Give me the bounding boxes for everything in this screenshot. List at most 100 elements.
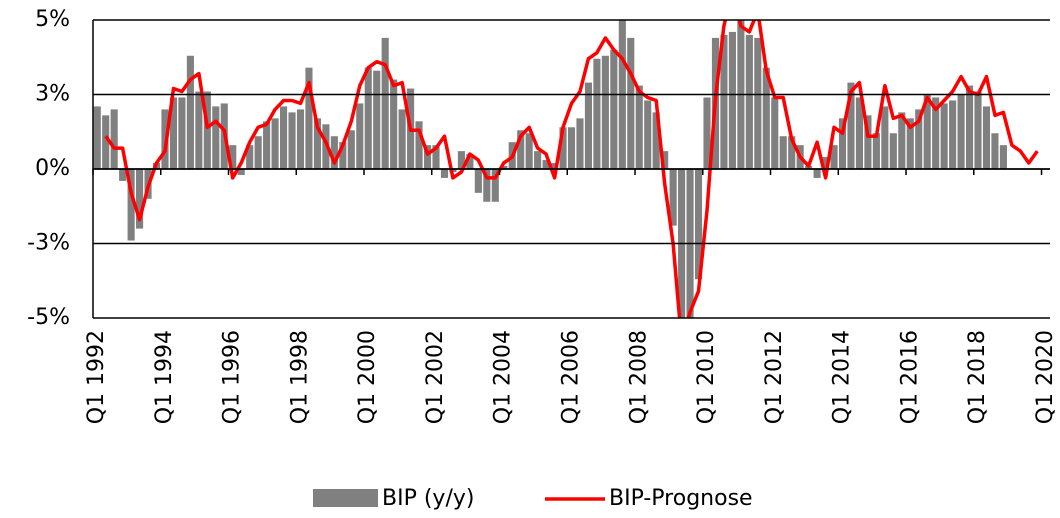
bar <box>720 34 728 170</box>
bar <box>415 121 423 169</box>
bar <box>906 118 914 169</box>
bar <box>110 109 118 169</box>
bar <box>534 151 542 169</box>
bar <box>263 121 271 169</box>
legend-label: BIP (y/y) <box>382 486 474 511</box>
bar <box>440 169 449 178</box>
bar <box>457 151 465 169</box>
x-tick-label: Q1 1998 <box>287 330 312 424</box>
bar <box>965 85 974 169</box>
bar <box>991 133 999 169</box>
bar <box>567 127 576 169</box>
bar <box>855 97 864 169</box>
x-tick-label: Q1 2016 <box>897 330 922 424</box>
bar <box>864 115 872 169</box>
x-tick-label: Q1 2006 <box>559 330 584 424</box>
x-tick-label: Q1 1996 <box>220 330 245 424</box>
y-tick-label: 3% <box>35 82 70 107</box>
bar <box>169 97 178 169</box>
bar <box>364 67 372 169</box>
x-tick-label: Q1 2018 <box>965 330 990 424</box>
line <box>104 20 1039 318</box>
bar <box>288 112 296 169</box>
x-tick-label: Q1 2014 <box>830 330 855 424</box>
bar <box>195 91 203 169</box>
bar <box>889 133 897 169</box>
bar <box>754 37 762 169</box>
bar <box>93 106 101 169</box>
bar <box>432 145 440 169</box>
bar <box>542 160 550 169</box>
bar <box>974 91 982 169</box>
bar <box>271 118 279 169</box>
bar <box>745 34 753 170</box>
bar <box>678 169 686 318</box>
bar <box>771 97 779 169</box>
bar <box>949 100 957 169</box>
bar <box>635 85 643 169</box>
bar <box>102 115 110 169</box>
bar <box>644 100 652 169</box>
bar <box>339 142 347 169</box>
bar <box>305 67 313 169</box>
x-tick-label: Q1 2012 <box>762 330 787 424</box>
bar <box>136 169 144 229</box>
bar <box>601 55 609 170</box>
bar <box>940 103 948 169</box>
bar <box>898 112 906 169</box>
bar <box>246 145 254 169</box>
bar <box>491 169 499 202</box>
bar <box>957 94 965 169</box>
bar <box>584 82 592 169</box>
bar <box>576 118 584 169</box>
legend-swatch <box>313 489 378 507</box>
y-tick-label: -5% <box>27 305 70 330</box>
bar <box>982 106 991 169</box>
bar <box>390 79 398 169</box>
bar <box>915 109 923 169</box>
bar <box>212 106 220 169</box>
bar <box>373 70 381 169</box>
bar <box>423 145 432 169</box>
bar <box>872 133 880 169</box>
bar <box>822 157 830 169</box>
bar <box>661 151 669 169</box>
x-tick-label: Q1 1992 <box>84 330 109 424</box>
bar <box>838 118 847 169</box>
bar <box>779 136 787 169</box>
bar <box>923 94 931 169</box>
bar <box>119 169 127 181</box>
legend-label: BIP-Prognose <box>609 486 753 511</box>
x-tick-label: Q1 2004 <box>491 330 516 424</box>
bar <box>813 169 821 178</box>
bar <box>610 49 618 169</box>
bar <box>398 109 406 169</box>
bar <box>500 166 508 169</box>
bar <box>237 169 245 175</box>
bar <box>279 106 288 169</box>
bar <box>483 169 491 202</box>
bar <box>186 55 194 170</box>
x-tick-label: Q1 1994 <box>152 330 177 424</box>
y-tick-label: -3% <box>27 231 70 256</box>
bar <box>203 91 211 169</box>
x-tick-label: Q1 2000 <box>355 330 380 424</box>
bar <box>330 136 338 169</box>
bar <box>517 130 525 169</box>
bar <box>474 169 482 193</box>
bar <box>881 106 889 169</box>
bar <box>762 67 770 169</box>
x-tick-label: Q1 2008 <box>626 330 651 424</box>
bar <box>703 97 711 169</box>
bar <box>728 31 736 170</box>
bar <box>669 169 677 226</box>
y-tick-label: 5% <box>35 7 70 32</box>
bar <box>254 136 262 169</box>
x-tick-label: Q1 2010 <box>694 330 719 424</box>
bar <box>525 133 533 169</box>
bar <box>559 127 567 169</box>
bar <box>381 37 389 169</box>
bar <box>652 112 660 169</box>
x-tick-label: Q1 2002 <box>423 330 448 424</box>
